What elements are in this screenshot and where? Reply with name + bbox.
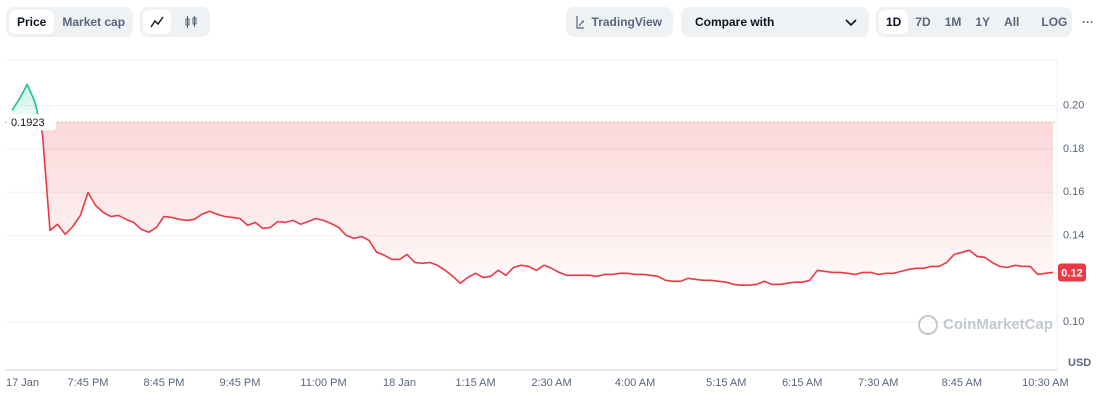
compare-dropdown[interactable]: Compare with <box>681 7 869 37</box>
last-price-label: 0.12 <box>1061 267 1082 279</box>
line-chart-button[interactable] <box>143 10 171 34</box>
x-tick-label: 6:15 AM <box>782 377 822 389</box>
range-button[interactable]: 1Y <box>975 15 991 29</box>
y-tick-label: 0.16 <box>1063 186 1084 198</box>
range-button[interactable]: All <box>1004 15 1020 29</box>
log-button[interactable]: LOG <box>1041 15 1068 29</box>
candle-chart-button[interactable] <box>177 10 205 34</box>
x-tick-label: 8:45 PM <box>143 377 184 389</box>
market-cap-button[interactable]: Market cap <box>62 15 126 29</box>
last-price-badge <box>1058 263 1086 282</box>
y-tick-label: 0.14 <box>1063 230 1084 242</box>
more-button[interactable]: ··· <box>1082 15 1094 29</box>
x-tick-label: 5:15 AM <box>706 377 746 389</box>
dropdown-arrow <box>845 19 857 27</box>
x-tick-label: 8:45 AM <box>942 377 982 389</box>
x-tick-label: 9:45 PM <box>219 377 260 389</box>
reference-label-bg <box>8 114 56 131</box>
candle-icon <box>185 16 197 28</box>
line-icon <box>150 16 164 28</box>
tradingview-label: TradingView <box>591 15 662 29</box>
range-button[interactable]: 7D <box>915 15 931 29</box>
x-tick-label: 17 Jan <box>6 377 39 389</box>
price-button[interactable]: Price <box>9 10 55 34</box>
unit-label: USD <box>1068 357 1091 369</box>
reference-label: 0.1923 <box>11 117 45 129</box>
range-toggle: 1D 7D 1M 1Y All LOG <box>876 7 1072 37</box>
watermark-logo <box>918 315 938 335</box>
watermark: CoinMarketCap <box>918 315 1053 335</box>
x-tick-label: 11:00 PM <box>300 377 346 389</box>
price-line <box>11 83 1054 286</box>
x-tick-label: 7:45 PM <box>68 377 109 389</box>
chart-style-toggle <box>140 7 210 37</box>
tradingview-button[interactable]: TradingView <box>566 7 673 37</box>
x-tick-label: 18 Jan <box>383 377 416 389</box>
x-tick-label: 10:30 AM <box>1022 377 1068 389</box>
range-button[interactable]: 1D <box>879 10 909 34</box>
y-tick-label: 0.20 <box>1063 99 1084 111</box>
tradingview-icon <box>576 16 584 29</box>
y-tick-label: 0.18 <box>1063 143 1084 155</box>
range-button[interactable]: 1M <box>944 15 962 29</box>
price-area <box>12 84 1053 286</box>
watermark-text: CoinMarketCap <box>943 316 1053 333</box>
price-toggle: Price Market cap <box>6 7 133 37</box>
x-tick-label: 1:15 AM <box>455 377 495 389</box>
x-tick-label: 4:00 AM <box>615 377 655 389</box>
compare-label: Compare with <box>695 15 775 29</box>
x-tick-label: 7:30 AM <box>858 377 898 389</box>
x-tick-label: 2:30 AM <box>531 377 571 389</box>
y-tick-label: 0.10 <box>1063 316 1084 328</box>
